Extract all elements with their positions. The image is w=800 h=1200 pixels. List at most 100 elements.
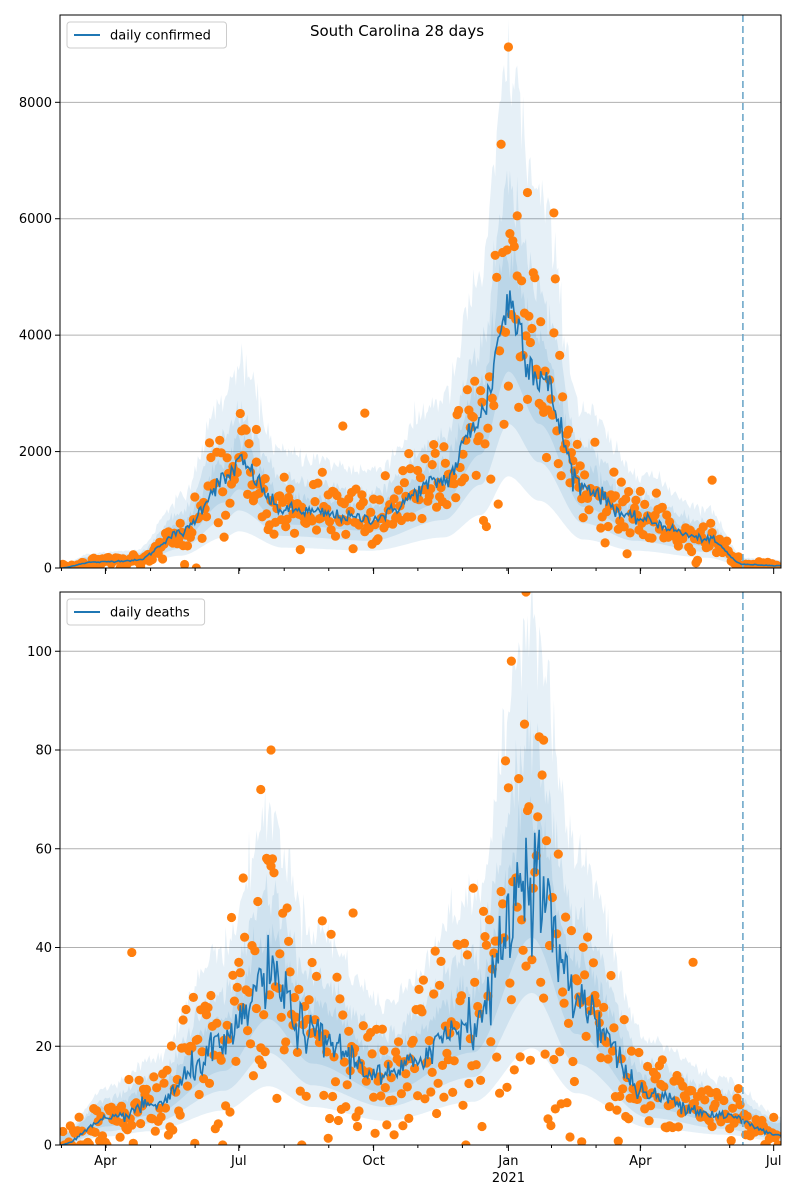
deaths-data-point [144, 1094, 154, 1104]
deaths-data-point [127, 947, 137, 958]
deaths-data-point [437, 1060, 448, 1070]
confirmed-data-point [307, 516, 317, 526]
deaths-data-point [330, 1077, 341, 1087]
confirmed-data-point [553, 459, 563, 469]
deaths-data-point [634, 1047, 644, 1058]
confirmed-data-point [317, 467, 327, 477]
deaths-data-point [435, 980, 445, 990]
deaths-data-point [175, 1110, 185, 1120]
deaths-data-point [568, 1056, 578, 1067]
deaths-data-point [391, 1047, 401, 1057]
deaths-data-point [282, 903, 292, 913]
deaths-data-point [134, 1075, 144, 1085]
deaths-data-point [581, 1031, 591, 1041]
confirmed-data-point [260, 474, 270, 484]
confirmed-data-point [657, 502, 667, 512]
deaths-data-point [500, 756, 511, 766]
deaths-data-point [284, 936, 294, 947]
deaths-data-point [228, 970, 238, 980]
deaths-data-point [156, 1112, 166, 1122]
deaths-data-point [398, 1121, 408, 1131]
confirmed-data-point [282, 514, 292, 524]
deaths-data-point [726, 1136, 736, 1145]
deaths-data-point [358, 1021, 368, 1031]
confirmed-ytick-label: 8000 [19, 96, 52, 111]
deaths-data-point [194, 1089, 204, 1100]
deaths-data-point [389, 1130, 399, 1140]
deaths-data-point [259, 1010, 269, 1020]
deaths-panel: 0 20 40 60 80 100 Apr Jul Oct Jan Apr Jul 2021 daily … [27, 591, 782, 1186]
confirmed-data-point [495, 346, 505, 356]
confirmed-data-point [625, 528, 635, 538]
deaths-data-point [162, 1065, 172, 1075]
deaths-data-point [380, 1083, 390, 1093]
confirmed-data-point [413, 465, 423, 476]
confirmed-data-point [440, 458, 450, 468]
deaths-data-point [607, 1046, 618, 1056]
confirmed-data-point [243, 489, 253, 499]
confirmed-data-point [442, 500, 452, 510]
deaths-data-point [742, 1111, 752, 1121]
deaths-data-point [276, 1012, 286, 1022]
deaths-data-point [323, 1133, 333, 1143]
deaths-data-point [404, 1113, 414, 1123]
confirmed-data-point [596, 523, 606, 533]
confirmed-legend: daily confirmed [66, 21, 227, 49]
confirmed-data-point [281, 522, 291, 532]
deaths-data-point [193, 1034, 203, 1044]
deaths-data-point [279, 1045, 289, 1055]
confirmed-data-point [489, 400, 499, 411]
confirmed-data-point [505, 229, 515, 239]
deaths-data-point [285, 967, 295, 977]
deaths-data-point [429, 989, 439, 999]
deaths-data-point [681, 1093, 691, 1104]
deaths-data-point [188, 992, 198, 1003]
deaths-data-point [514, 774, 524, 784]
confirmed-data-point [311, 525, 322, 535]
confirmed-data-point [235, 408, 245, 419]
deaths-legend-box [66, 598, 206, 626]
deaths-data-point [149, 1072, 159, 1082]
deaths-data-point [430, 946, 440, 956]
confirmed-data-point [229, 475, 239, 485]
confirmed-data-point [458, 449, 468, 459]
deaths-data-point [376, 1091, 386, 1101]
confirmed-data-point [706, 518, 716, 528]
confirmed-data-point [269, 529, 279, 539]
confirmed-data-point [610, 491, 621, 501]
confirmed-data-point [358, 497, 368, 507]
confirmed-data-point [640, 499, 650, 509]
deaths-data-point [433, 1078, 443, 1088]
confirmed-data-point [503, 381, 513, 391]
confirmed-ytick-label: 2000 [19, 445, 52, 460]
deaths-data-point [565, 1132, 575, 1142]
confirmed-data-point [609, 467, 619, 477]
confirmed-data-point [454, 405, 464, 416]
confirmed-data-point [698, 522, 708, 532]
deaths-data-point [651, 1071, 662, 1081]
confirmed-data-point [147, 554, 157, 565]
deaths-data-point [552, 929, 562, 939]
deaths-data-point [289, 992, 300, 1003]
deaths-data-point [615, 1091, 625, 1101]
deaths-data-point [555, 1047, 565, 1057]
confirmed-data-point [692, 555, 703, 565]
xtick-label: Apr [629, 1154, 652, 1169]
deaths-data-point [206, 990, 216, 1001]
deaths-data-point [549, 1054, 559, 1065]
deaths-data-point [159, 1078, 169, 1088]
deaths-data-point [311, 971, 322, 982]
confirmed-data-point [215, 435, 225, 445]
deaths-data-point [84, 1139, 94, 1145]
deaths-data-point [498, 899, 508, 909]
confirmed-data-point [480, 439, 490, 449]
deaths-data-point [524, 802, 534, 812]
xtick-label: Jan [497, 1154, 518, 1169]
confirmed-data-point [399, 478, 409, 488]
confirmed-data-point [427, 460, 437, 470]
confirmed-data-point [357, 490, 367, 500]
deaths-data-point [272, 1093, 282, 1103]
confirmed-data-point [415, 473, 426, 483]
deaths-data-point [626, 1046, 637, 1056]
confirmed-legend-box [66, 21, 227, 49]
